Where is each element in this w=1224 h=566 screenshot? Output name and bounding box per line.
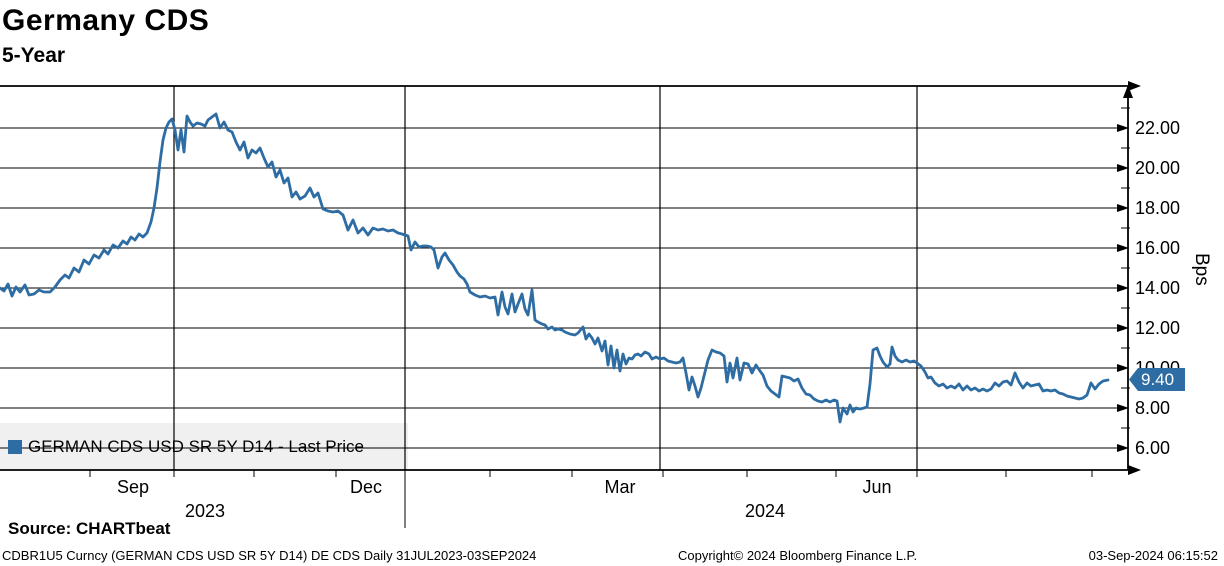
x-month-label: Jun xyxy=(862,477,892,497)
x-year-label: 2023 xyxy=(184,501,226,521)
x-month-label: Dec xyxy=(349,477,382,497)
y-tick-label: 12.00 xyxy=(1135,318,1181,338)
x-year-label: 2024 xyxy=(744,501,786,521)
price-line-series xyxy=(0,112,1110,424)
footer-copyright: Copyright© 2024 Bloomberg Finance L.P. xyxy=(678,548,918,563)
footer-datetime: 03-Sep-2024 06:15:52 xyxy=(1088,548,1218,563)
legend-marker-icon xyxy=(8,440,22,454)
y-tick-label: 22.00 xyxy=(1135,118,1181,138)
x-month-label: Mar xyxy=(604,477,636,497)
page-subtitle: 5-Year xyxy=(2,44,66,67)
y-tick-label: 14.00 xyxy=(1135,278,1181,298)
last-price-tag: 9.40 xyxy=(1129,368,1185,391)
page-title: Germany CDS xyxy=(2,4,210,37)
legend-box xyxy=(0,423,408,470)
legend-label: GERMAN CDS USD SR 5Y D14 - Last Price xyxy=(28,437,364,456)
legend-entry: GERMAN CDS USD SR 5Y D14 - Last Price xyxy=(8,432,364,462)
footer-ticker-info: CDBR1U5 Curncy (GERMAN CDS USD SR 5Y D14… xyxy=(2,548,537,563)
y-tick-label: 16.00 xyxy=(1135,238,1181,258)
footer-source: Source: CHARTbeat xyxy=(8,519,171,538)
y-axis-unit-label: Bps xyxy=(1191,253,1212,286)
y-tick-label: 18.00 xyxy=(1135,198,1181,218)
x-month-label: Sep xyxy=(116,477,150,497)
y-tick-label: 8.00 xyxy=(1135,398,1171,418)
y-tick-label: 6.00 xyxy=(1135,438,1171,458)
y-tick-label: 20.00 xyxy=(1135,158,1181,178)
